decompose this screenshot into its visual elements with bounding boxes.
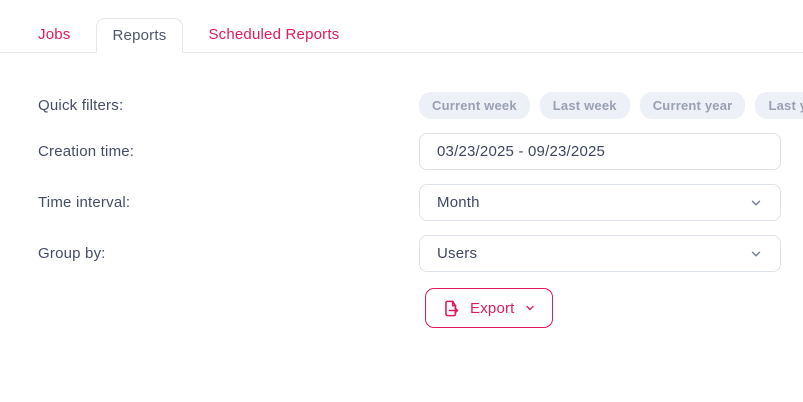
time-interval-row: Time interval: Month (38, 184, 781, 221)
reports-filter-panel: Quick filters: Current week Last week Cu… (0, 53, 803, 328)
group-by-label: Group by: (38, 245, 106, 262)
quick-filters-row: Quick filters: Current week Last week Cu… (38, 92, 803, 119)
export-button-label: Export (470, 299, 515, 317)
chip-last-year[interactable]: Last year (755, 92, 803, 119)
tab-scheduled-reports[interactable]: Scheduled Reports (208, 26, 340, 43)
time-interval-value: Month (437, 194, 480, 211)
time-interval-select[interactable]: Month (419, 184, 781, 221)
group-by-row: Group by: Users (38, 235, 781, 272)
creation-time-input[interactable]: 03/23/2025 - 09/23/2025 (419, 133, 781, 170)
quick-filters-label: Quick filters: (38, 97, 124, 114)
tab-bar: Jobs Reports Scheduled Reports (0, 0, 803, 53)
export-button[interactable]: Export (425, 288, 553, 328)
tab-jobs[interactable]: Jobs (38, 26, 71, 43)
group-by-value: Users (437, 245, 478, 262)
chip-last-week[interactable]: Last week (539, 92, 630, 119)
export-row: Export (38, 288, 781, 328)
time-interval-label: Time interval: (38, 194, 131, 211)
chevron-down-icon (749, 247, 763, 261)
chevron-down-icon (749, 196, 763, 210)
group-by-select[interactable]: Users (419, 235, 781, 272)
tab-reports[interactable]: Reports (95, 18, 184, 53)
quick-filter-chips: Current week Last week Current year Last… (419, 92, 803, 119)
chip-current-year[interactable]: Current year (639, 92, 746, 119)
creation-time-row: Creation time: 03/23/2025 - 09/23/2025 (38, 133, 781, 170)
creation-time-value: 03/23/2025 - 09/23/2025 (437, 143, 606, 160)
chevron-down-icon (524, 302, 536, 314)
chip-current-week[interactable]: Current week (419, 92, 530, 119)
file-export-icon (442, 299, 461, 318)
creation-time-label: Creation time: (38, 143, 135, 160)
